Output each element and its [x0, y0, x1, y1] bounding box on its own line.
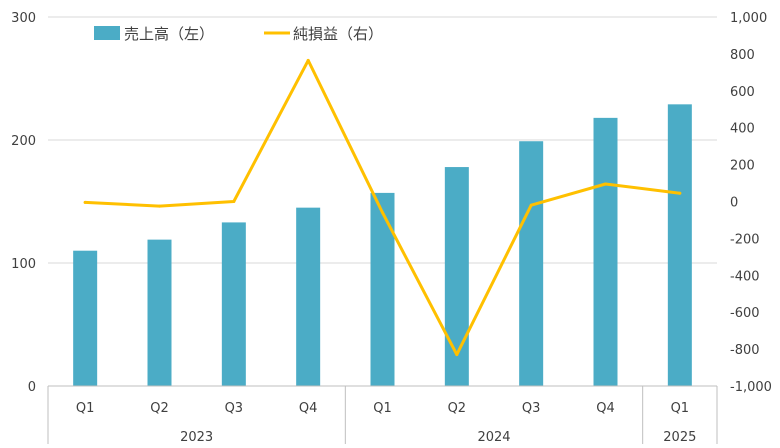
x-tick-label: Q1 [373, 401, 392, 416]
y-right-tick-label: -1,000 [730, 380, 772, 395]
y-right-tick-label: -600 [730, 306, 760, 321]
y-right-tick-label: 600 [730, 85, 755, 100]
line-point [83, 200, 87, 204]
line-point [529, 203, 533, 207]
x-tick-label: Q1 [671, 401, 690, 416]
axes: 0 100 200 300 1,000 800 600 400 200 0 -200 -400 -600… [11, 11, 772, 445]
bar [593, 117, 618, 387]
bar [73, 250, 98, 386]
legend-bar-label: 売上高（左） [124, 25, 214, 43]
x-tick-label: Q4 [596, 401, 615, 416]
bar [221, 222, 246, 386]
legend-line-label: 純損益（右） [293, 25, 383, 43]
line-point [232, 200, 236, 203]
legend-bar-swatch [94, 26, 120, 40]
y-right-tick-label: 400 [730, 122, 755, 137]
line-point [381, 211, 384, 215]
y-right-tick-label: -800 [730, 343, 760, 358]
x-tick-label: Q2 [448, 401, 467, 416]
y-left-tick-label: 100 [11, 257, 36, 272]
x-group-label: 2023 [180, 430, 213, 444]
legend: 売上高（左） 純損益（右） [94, 25, 383, 43]
x-tick-label: Q3 [225, 401, 244, 416]
bar [147, 239, 172, 386]
x-tick-label: Q3 [522, 401, 541, 416]
y-right-tick-label: -400 [730, 269, 760, 284]
y-left-tick-label: 300 [11, 11, 36, 26]
bar [444, 167, 469, 386]
y-right-tick-label: 0 [730, 196, 738, 211]
x-tick-label: Q2 [150, 401, 169, 416]
y-right-tick-label: 800 [730, 48, 755, 63]
line-point [455, 353, 459, 357]
x-tick-label: Q1 [76, 401, 95, 416]
y-right-tick-label: 1,000 [730, 11, 767, 26]
y-right-tick-label: 200 [730, 159, 755, 174]
line-series [83, 58, 682, 357]
line-point [678, 191, 682, 195]
bar [519, 141, 544, 386]
y-left-tick-label: 200 [11, 134, 36, 149]
x-group-label: 2024 [477, 430, 510, 444]
bar [296, 207, 321, 386]
line-point [604, 182, 607, 186]
y-left-tick-label: 0 [28, 380, 36, 395]
bar [370, 192, 395, 386]
bar [667, 104, 692, 386]
x-tick-label: Q4 [299, 401, 318, 416]
x-group-label: 2025 [663, 430, 696, 444]
bar-series [73, 104, 692, 387]
line-point [158, 204, 161, 208]
line-point [306, 58, 310, 62]
y-right-tick-label: -200 [730, 232, 760, 247]
